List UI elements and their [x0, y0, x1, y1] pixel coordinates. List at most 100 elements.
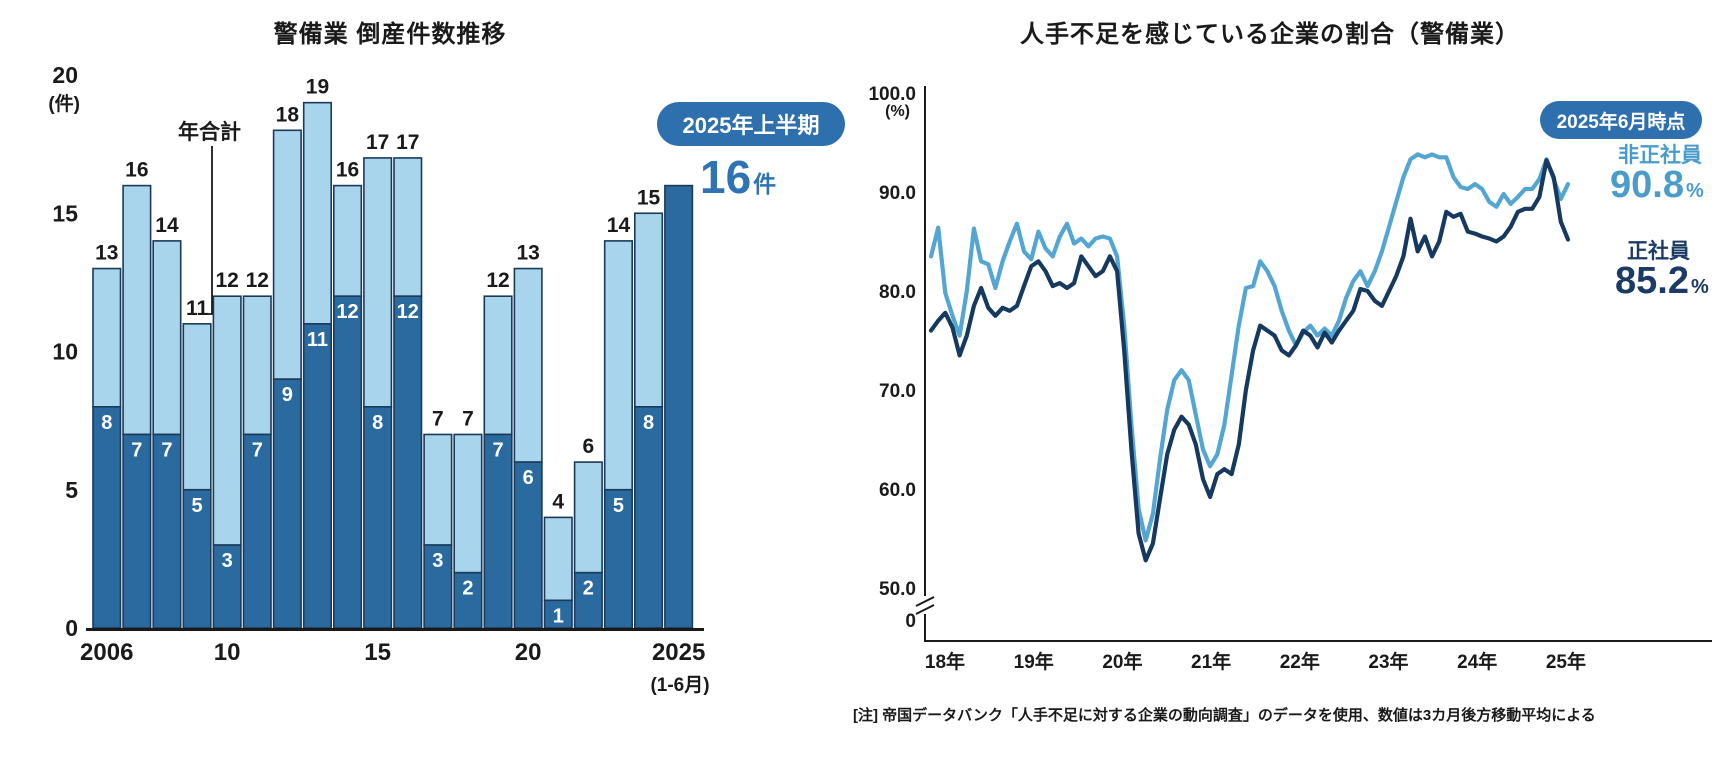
- bar-second-half: [483, 295, 513, 436]
- left-y-unit-label: (件): [48, 94, 80, 115]
- bar-first-half: [272, 378, 302, 629]
- legend-regular-number: 85.2: [1615, 260, 1689, 302]
- bar-second-half: [543, 516, 573, 602]
- bar-total-label: 13: [516, 242, 539, 265]
- left-x-tick-label: 2006: [80, 639, 133, 666]
- left-y-tick-label: 15: [52, 200, 78, 226]
- bar-first-half: [664, 184, 694, 629]
- left-chart-title: 警備業 倒産件数推移: [273, 21, 507, 48]
- bar-total-label: 14: [155, 214, 179, 237]
- bar-first-half-label: 6: [523, 467, 534, 489]
- annual-total-annotation-label: 年合計: [178, 121, 241, 144]
- legend-nonregular-percent-sign: %: [1685, 180, 1704, 202]
- left-x-sub-label: (1-6月): [650, 675, 710, 696]
- bar-total-label: 6: [583, 435, 595, 458]
- left-y-tick-label: 20: [52, 62, 78, 88]
- bar-second-half: [393, 157, 423, 297]
- bar-second-half: [453, 433, 483, 574]
- bar-total-label: 18: [276, 103, 300, 126]
- bar-total-label: 12: [215, 269, 238, 292]
- right-y-unit-label: (%): [885, 103, 910, 120]
- bar-second-half: [212, 295, 242, 546]
- bar-second-half: [272, 129, 302, 380]
- bar-first-half: [513, 461, 543, 629]
- left-badge-2025-first-half: 2025年上半期: [657, 102, 845, 146]
- left-x-tick-label: 10: [214, 639, 241, 666]
- right-x-tick-label: 21年: [1191, 650, 1231, 673]
- left-y-tick-label: 10: [52, 339, 78, 365]
- right-y-tick-label: 100.0: [868, 84, 916, 105]
- bar-first-half-label: 3: [222, 550, 233, 572]
- right-x-tick-label: 19年: [1014, 650, 1054, 673]
- bar-first-half-label: 7: [131, 439, 142, 461]
- bar-second-half: [152, 240, 182, 436]
- bar-second-half: [363, 157, 393, 408]
- axis-break-mark: [915, 596, 935, 607]
- bar-first-half-label: 1: [553, 605, 564, 627]
- bar-first-half: [393, 295, 423, 629]
- bar-first-half-label: 5: [613, 495, 624, 517]
- source-note: [注] 帝国データバンク「人手不足に対する企業の動向調査」のデータを使用、数値は…: [853, 707, 1596, 724]
- right-chart-title: 人手不足を感じている企業の割合（警備業）: [1020, 21, 1520, 48]
- bar-total-label: 7: [462, 407, 474, 430]
- bar-first-half-label: 8: [101, 412, 112, 434]
- bar-total-label: 4: [552, 490, 564, 513]
- right-x-tick-label: 20年: [1102, 650, 1142, 673]
- right-x-tick-label: 24年: [1457, 650, 1497, 673]
- bar-first-half: [302, 323, 333, 629]
- right-y-tick-label: 0: [905, 611, 916, 632]
- bar-second-half: [332, 184, 363, 298]
- bar-first-half: [242, 433, 272, 629]
- bar-first-half: [182, 488, 212, 629]
- bar-first-half: [332, 295, 363, 629]
- right-y-tick-label: 70.0: [879, 381, 916, 402]
- bar-total-label: 7: [432, 407, 444, 430]
- bar-total-label: 12: [246, 269, 269, 292]
- bar-first-half-label: 7: [161, 439, 172, 461]
- bar-first-half-label: 12: [397, 301, 419, 323]
- line-nonregular-employees: [928, 152, 1571, 543]
- right-x-tick-label: 18年: [925, 650, 965, 673]
- bar-second-half: [603, 240, 634, 491]
- bar-total-label: 17: [396, 131, 419, 154]
- bar-second-half: [302, 101, 333, 325]
- bar-second-half: [92, 267, 122, 408]
- bar-first-half: [573, 571, 603, 629]
- bar-first-half-label: 8: [372, 412, 383, 434]
- bar-first-half-label: 8: [643, 412, 654, 434]
- axis-break-mark: [915, 604, 935, 615]
- bar-first-half-label: 7: [252, 439, 263, 461]
- bar-total-label: 13: [95, 242, 118, 265]
- bar-first-half-label: 9: [282, 384, 293, 406]
- bar-first-half-label: 2: [583, 578, 594, 600]
- right-badge-june-2025: 2025年6月時点: [1540, 101, 1702, 139]
- highlight-unit: 件: [753, 171, 777, 197]
- bar-total-label: 12: [486, 269, 509, 292]
- legend-nonregular-number: 90.8: [1610, 164, 1684, 206]
- left-x-tick-label: 20: [515, 639, 542, 666]
- bar-total-label: 16: [125, 159, 148, 182]
- bar-first-half-label: 2: [462, 578, 473, 600]
- legend-regular-value: 85.2 %: [1615, 262, 1709, 300]
- legend-regular-percent-sign: %: [1690, 276, 1709, 298]
- bar-first-half: [92, 405, 122, 629]
- right-y-tick-label: 50.0: [879, 579, 916, 600]
- bar-second-half: [423, 433, 453, 546]
- left-x-tick-label: 2025: [652, 639, 705, 666]
- right-x-tick-label: 22年: [1280, 650, 1320, 673]
- legend-nonregular-label: 非正社員: [1618, 144, 1702, 167]
- right-y-tick-label: 60.0: [879, 480, 916, 501]
- bar-second-half: [573, 461, 603, 574]
- bar-second-half: [122, 184, 152, 436]
- bar-total-label: 11: [186, 297, 209, 320]
- highlight-16-cases: 16 件: [700, 150, 776, 200]
- bar-total-label: 19: [306, 76, 329, 99]
- bar-first-half-label: 12: [336, 301, 358, 323]
- bar-first-half: [122, 433, 152, 629]
- bar-total-label: 17: [366, 131, 389, 154]
- bar-total-label: 15: [637, 186, 661, 209]
- legend-regular-label: 正社員: [1627, 240, 1690, 263]
- bar-second-half: [182, 323, 212, 491]
